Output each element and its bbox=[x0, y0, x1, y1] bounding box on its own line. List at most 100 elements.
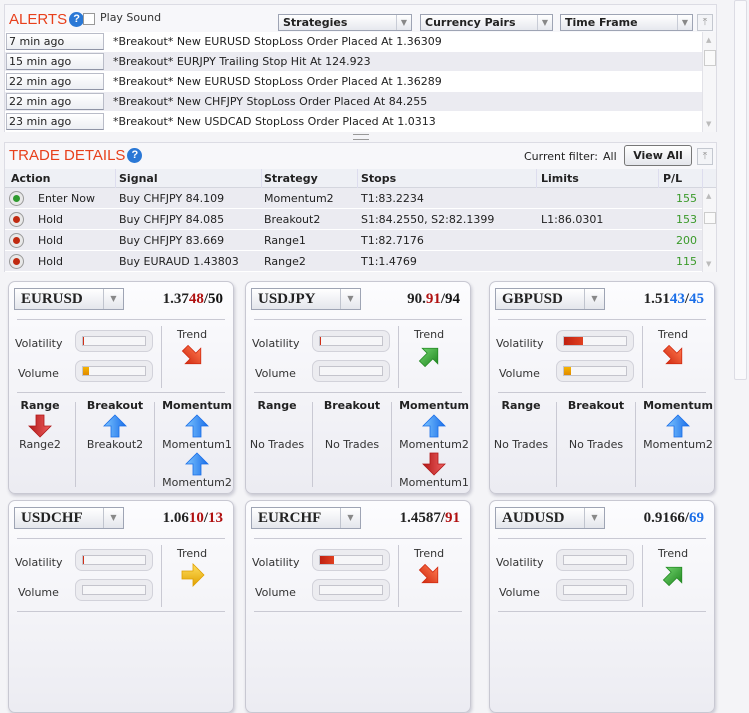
help-icon[interactable]: ? bbox=[127, 148, 143, 163]
col-action[interactable]: Action bbox=[11, 169, 116, 188]
strategies-select[interactable]: Strategies ▼ bbox=[278, 14, 412, 31]
alert-row[interactable]: 22 min ago *Breakout* New CHFJPY StopLos… bbox=[5, 92, 703, 112]
trade-table: Action Signal Strategy Stops Limits P/L … bbox=[5, 169, 716, 272]
pin-icon[interactable]: ⤒ bbox=[697, 148, 713, 165]
divider bbox=[391, 402, 392, 487]
volatility-label: Volatility bbox=[252, 556, 300, 569]
currency-card-eurusd: EURUSD ▼ 1.3748/50 Volatility Volume Tren… bbox=[8, 281, 234, 494]
col-strategy[interactable]: Strategy bbox=[264, 169, 358, 188]
action-cell: Hold bbox=[38, 213, 64, 226]
pair-select[interactable]: EURCHF ▼ bbox=[251, 507, 361, 529]
signal-label[interactable]: Momentum2 bbox=[162, 476, 232, 489]
signal-cell: Buy CHFJPY 84.109 bbox=[119, 192, 225, 205]
alert-message: *Breakout* New EURUSD StopLoss Order Pla… bbox=[113, 35, 442, 48]
trend-arrow-down-right-icon bbox=[181, 344, 202, 365]
alert-row[interactable]: 23 min ago *Breakout* New USDCAD StopLos… bbox=[5, 112, 703, 132]
price-sep: / bbox=[440, 291, 445, 307]
signal-label[interactable]: No Trades bbox=[568, 438, 624, 451]
alert-time-button[interactable]: 23 min ago bbox=[6, 113, 104, 130]
price-ask: 45 bbox=[689, 291, 704, 307]
volume-bar bbox=[556, 579, 634, 601]
price: 1.5143/45 bbox=[644, 291, 704, 308]
pair-select[interactable]: USDCHF ▼ bbox=[14, 507, 124, 529]
pair-select[interactable]: EURUSD ▼ bbox=[14, 288, 124, 310]
stops-cell: T1:82.7176 bbox=[361, 234, 424, 247]
signal-label[interactable]: No Trades bbox=[493, 438, 549, 451]
volatility-label: Volatility bbox=[252, 337, 300, 350]
page-scrollbar[interactable] bbox=[734, 0, 747, 380]
divider bbox=[254, 538, 462, 539]
status-green-icon[interactable] bbox=[9, 191, 24, 206]
col-pl[interactable]: P/L bbox=[663, 169, 703, 188]
table-row[interactable]: Enter Now Buy CHFJPY 84.109 Momentum2 T1… bbox=[5, 188, 703, 209]
stops-cell: T1:1.4769 bbox=[361, 255, 417, 268]
signal-label[interactable]: Breakout2 bbox=[86, 438, 144, 451]
view-all-button[interactable]: View All bbox=[624, 145, 692, 166]
currency-card-eurchf: EURCHF ▼ 1.4587/91 Volatility Volume Tren… bbox=[245, 500, 471, 713]
divider bbox=[254, 392, 462, 393]
strategy-cell: Range2 bbox=[264, 255, 306, 268]
alert-time-button[interactable]: 15 min ago bbox=[6, 53, 104, 70]
resize-handle[interactable] bbox=[353, 134, 369, 140]
divider bbox=[398, 545, 399, 607]
signal-label[interactable]: Range2 bbox=[19, 438, 61, 451]
signal-label[interactable]: Momentum1 bbox=[399, 476, 469, 489]
alert-row[interactable]: 7 min ago *Breakout* New EURUSD StopLoss… bbox=[5, 32, 703, 52]
status-red-icon[interactable] bbox=[9, 212, 24, 227]
filter-label: Current filter: bbox=[524, 150, 598, 163]
signal-label[interactable]: No Trades bbox=[324, 438, 380, 451]
price-pips: 10 bbox=[188, 510, 204, 526]
chevron-down-icon: ▼ bbox=[340, 289, 360, 309]
table-row[interactable]: Hold Buy CHFJPY 84.085 Breakout2 S1:84.2… bbox=[5, 209, 703, 230]
price-sep: / bbox=[684, 510, 689, 526]
price: 1.3748/50 bbox=[163, 291, 223, 308]
currency-pairs-select[interactable]: Currency Pairs ▼ bbox=[420, 14, 553, 31]
time-frame-select[interactable]: Time Frame ▼ bbox=[560, 14, 693, 31]
help-icon[interactable]: ? bbox=[69, 12, 85, 27]
price-sep: / bbox=[684, 291, 689, 307]
pair-select[interactable]: USDJPY ▼ bbox=[251, 288, 361, 310]
currency-card-usdjpy: USDJPY ▼ 90.91/94 Volatility Volume Trend… bbox=[245, 281, 471, 494]
pair-select[interactable]: AUDUSD ▼ bbox=[495, 507, 605, 529]
table-row[interactable]: Hold Buy CHFJPY 83.669 Range1 T1:82.7176… bbox=[5, 230, 703, 251]
alert-time-button[interactable]: 22 min ago bbox=[6, 73, 104, 90]
select-label: Strategies bbox=[283, 16, 348, 29]
status-red-icon[interactable] bbox=[9, 254, 24, 269]
trend-label: Trend bbox=[658, 328, 689, 341]
alert-row[interactable]: 15 min ago *Breakout* EURJPY Trailing St… bbox=[5, 52, 703, 72]
signal-label[interactable]: Momentum1 bbox=[162, 438, 232, 451]
alert-time-button[interactable]: 22 min ago bbox=[6, 93, 104, 110]
col-signal[interactable]: Signal bbox=[119, 169, 262, 188]
pin-icon[interactable]: ⤒ bbox=[697, 14, 713, 31]
action-cell: Hold bbox=[38, 234, 64, 247]
divider bbox=[498, 319, 706, 320]
divider bbox=[498, 392, 706, 393]
signal-arrow-up-icon bbox=[103, 414, 127, 438]
volume-bar bbox=[75, 579, 153, 601]
signal-label[interactable]: Momentum2 bbox=[643, 438, 713, 451]
currency-card-gbpusd: GBPUSD ▼ 1.5143/45 Volatility Volume Tren… bbox=[489, 281, 715, 494]
signal-label[interactable]: Momentum2 bbox=[399, 438, 469, 451]
action-cell: Hold bbox=[38, 255, 64, 268]
volatility-fill bbox=[83, 556, 84, 564]
price: 90.91/94 bbox=[407, 291, 460, 308]
breakout-heading: Breakout bbox=[323, 399, 381, 412]
table-row[interactable]: Hold Buy EURAUD 1.43803 Range2 T1:1.4769… bbox=[5, 251, 703, 272]
trade-scrollbar[interactable]: ▲ ▼ bbox=[702, 188, 716, 272]
volume-label: Volume bbox=[18, 367, 59, 380]
chevron-down-icon: ▼ bbox=[584, 289, 604, 309]
col-stops[interactable]: Stops bbox=[361, 169, 537, 188]
momentum-heading: Momentum bbox=[643, 399, 713, 412]
pair-label: EURCHF bbox=[258, 510, 322, 526]
alerts-scrollbar[interactable]: ▲ ▼ bbox=[702, 32, 716, 132]
play-sound-checkbox[interactable] bbox=[83, 13, 95, 25]
status-red-icon[interactable] bbox=[9, 233, 24, 248]
pair-select[interactable]: GBPUSD ▼ bbox=[495, 288, 605, 310]
alert-row[interactable]: 22 min ago *Breakout* New EURUSD StopLos… bbox=[5, 72, 703, 92]
signal-label[interactable]: No Trades bbox=[249, 438, 305, 451]
col-limits[interactable]: Limits bbox=[541, 169, 659, 188]
volume-label: Volume bbox=[255, 367, 296, 380]
alert-time-button[interactable]: 7 min ago bbox=[6, 33, 104, 50]
volume-bar bbox=[556, 360, 634, 382]
volatility-bar bbox=[312, 330, 390, 352]
